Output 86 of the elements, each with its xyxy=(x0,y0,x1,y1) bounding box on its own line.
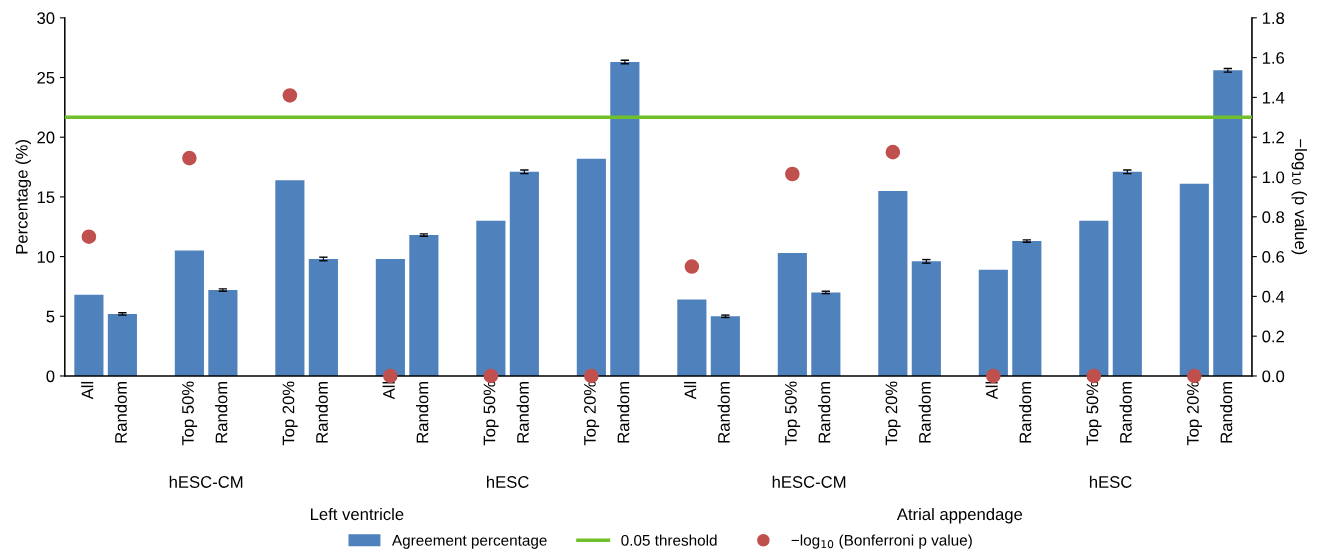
text: hESC xyxy=(1089,475,1132,488)
bar xyxy=(1179,183,1209,376)
bar xyxy=(777,253,807,376)
y2-tick-label: 1.0 xyxy=(1262,171,1285,184)
y-tick-label: 10 xyxy=(37,250,55,263)
bar xyxy=(710,316,740,376)
x-tick-label: Random xyxy=(1019,381,1032,443)
bar xyxy=(677,299,707,376)
text: Atrial appendage xyxy=(896,507,1023,524)
x-tick-label: Top 20% xyxy=(282,381,298,446)
bar xyxy=(978,269,1008,376)
bar xyxy=(476,220,506,376)
legend-label: −log$_{10}$ (Bonferroni p value) xyxy=(791,534,972,549)
y-tick-label: 30 xyxy=(37,12,55,25)
point xyxy=(383,368,398,384)
y2-tick-label: 1.4 xyxy=(1262,91,1285,104)
point xyxy=(684,259,700,274)
y2-tick-label: 0.4 xyxy=(1262,290,1285,303)
x-tick-label: All xyxy=(81,381,94,400)
bar xyxy=(409,235,439,376)
x-tick-label: All xyxy=(382,381,395,400)
y2-tick-label: 1.2 xyxy=(1262,131,1284,144)
bar xyxy=(1012,241,1042,376)
x-tick-label: Random xyxy=(918,381,931,443)
x-tick-label: Random xyxy=(617,381,630,443)
y2-tick-label: 0.6 xyxy=(1262,250,1285,263)
x-tick-label: Top 50% xyxy=(1086,381,1102,446)
text: Left ventricle xyxy=(311,507,404,521)
text: hESC-CM xyxy=(772,475,846,488)
x-tick-label: Top 50% xyxy=(182,381,198,446)
point xyxy=(81,229,97,244)
bar xyxy=(174,250,204,376)
bar xyxy=(1213,70,1243,376)
point xyxy=(1187,368,1202,384)
y2-tick-label: 0.2 xyxy=(1262,330,1284,343)
x-tick-label: Random xyxy=(1220,381,1233,443)
y2-axis-title: −log$_{10}$ (p value) xyxy=(1291,139,1308,255)
point xyxy=(785,166,800,182)
x-tick-label: Random xyxy=(818,381,831,443)
x-tick-label: Random xyxy=(114,381,127,443)
y2-tick-label: 1.6 xyxy=(1262,52,1285,64)
bar xyxy=(308,258,338,376)
bar xyxy=(509,171,539,376)
y2-tick-label: 0.0 xyxy=(1262,370,1285,383)
bar xyxy=(107,313,137,376)
x-tick-label: Random xyxy=(717,381,730,443)
x-tick-label: Top 20% xyxy=(1186,381,1203,446)
point xyxy=(584,368,599,384)
y-axis-title: Percentage (%) xyxy=(15,140,31,254)
x-tick-label: Top 50% xyxy=(483,381,499,446)
y-tick-label: 0 xyxy=(46,370,55,383)
x-tick-label: Random xyxy=(516,381,529,443)
bar xyxy=(1079,220,1109,376)
point xyxy=(885,144,901,160)
bar xyxy=(275,180,305,376)
text: hESC xyxy=(487,475,529,488)
bar xyxy=(610,62,640,376)
point xyxy=(182,150,197,166)
bar xyxy=(576,158,606,376)
x-tick-label: Top 20% xyxy=(885,381,901,446)
bar xyxy=(375,258,405,376)
x-tick-label: Top 50% xyxy=(785,381,801,446)
bar xyxy=(911,261,941,376)
y-tick-label: 5 xyxy=(46,310,55,323)
legend-label: 0.05 threshold xyxy=(621,534,717,546)
x-tick-label: Random xyxy=(1119,381,1132,443)
y2-tick-label: 0.8 xyxy=(1262,211,1285,223)
x-tick-label: Top 20% xyxy=(584,381,600,446)
x-tick-label: Random xyxy=(416,381,429,443)
bar xyxy=(1112,171,1142,376)
point xyxy=(282,88,298,103)
bar xyxy=(208,290,238,376)
x-tick-label: All xyxy=(684,381,697,400)
y2-tick-label: 1.8 xyxy=(1262,12,1285,25)
y-tick-label: 15 xyxy=(37,191,55,204)
legend-label: Agreement percentage xyxy=(391,535,547,549)
bar xyxy=(74,294,104,376)
bar xyxy=(878,190,908,376)
y-tick-label: 20 xyxy=(37,131,55,144)
bar xyxy=(811,292,841,376)
point xyxy=(986,368,1001,384)
y-tick-label: 25 xyxy=(37,71,55,84)
x-tick-label: Random xyxy=(215,381,228,443)
x-tick-label: Random xyxy=(315,381,328,443)
text: hESC-CM xyxy=(169,475,243,488)
x-tick-label: All xyxy=(985,381,998,400)
